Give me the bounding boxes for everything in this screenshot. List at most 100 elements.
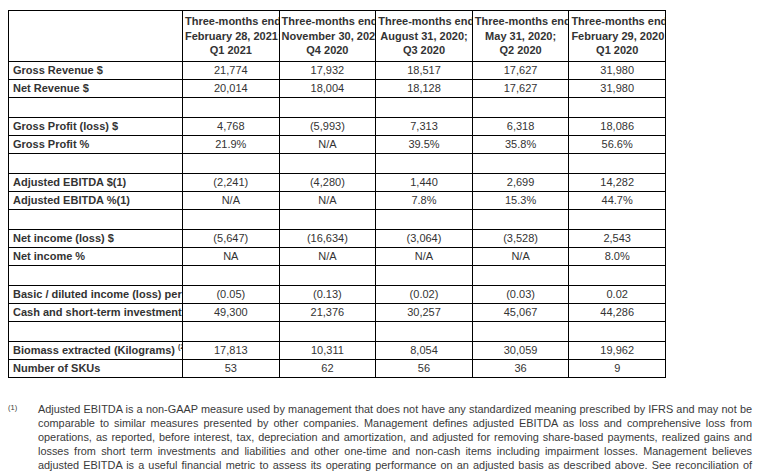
footnote-ref: (2) xyxy=(178,343,182,350)
spacer-row xyxy=(9,209,666,229)
value-cell: 30,059 xyxy=(472,341,569,359)
row-label-cell: Cash and short-term investments $ xyxy=(9,303,183,321)
row-label-cell: Number of SKUs xyxy=(9,359,183,377)
row-label-cell: Net income % xyxy=(9,247,183,265)
value-cell xyxy=(569,321,666,341)
value-cell: N/A xyxy=(279,247,376,265)
value-cell: 17,627 xyxy=(472,79,569,97)
row-label-cell: Gross Profit (loss) $ xyxy=(9,117,183,135)
column-header-line: Q1 2021 xyxy=(185,43,277,58)
value-cell: 20,014 xyxy=(183,79,280,97)
column-header-line: Three-months ended xyxy=(282,14,374,29)
table-row: Gross Profit (loss) $4,768(5,993)7,3136,… xyxy=(9,117,666,135)
table-header: Three-months endedFebruary 28, 2021;Q1 2… xyxy=(9,11,666,62)
value-cell xyxy=(183,209,280,229)
value-cell: 1,440 xyxy=(376,173,473,191)
value-cell: 8,054 xyxy=(376,341,473,359)
value-cell xyxy=(472,97,569,117)
column-header: Three-months endedFebruary 29, 2020;Q1 2… xyxy=(569,11,666,62)
value-cell: 17,932 xyxy=(279,61,376,79)
table-row: Adjusted EBITDA %(1)N/AN/A7.8%15.3%44.7% xyxy=(9,191,666,209)
value-cell: (3,064) xyxy=(376,229,473,247)
column-header: Three-months endedAugust 31, 2020;Q3 202… xyxy=(376,11,473,62)
column-header-line: Q4 2020 xyxy=(282,43,374,58)
value-cell: (4,280) xyxy=(279,173,376,191)
value-cell: 15.3% xyxy=(472,191,569,209)
column-header: Three-months endedMay 31, 2020;Q2 2020 xyxy=(472,11,569,62)
row-label-cell: Net Revenue $ xyxy=(9,79,183,97)
value-cell: 45,067 xyxy=(472,303,569,321)
value-cell xyxy=(279,321,376,341)
value-cell: 21,774 xyxy=(183,61,280,79)
table-row: Net Revenue $20,01418,00418,12817,62731,… xyxy=(9,79,666,97)
table-body: Gross Revenue $21,77417,93218,51717,6273… xyxy=(9,61,666,377)
table-row: Net income %NAN/AN/AN/A8.0% xyxy=(9,247,666,265)
value-cell xyxy=(376,153,473,173)
value-cell xyxy=(376,265,473,285)
column-header-line: Q1 2020 xyxy=(571,43,663,58)
value-cell: 4,768 xyxy=(183,117,280,135)
row-label: Adjusted EBITDA %(1) xyxy=(13,194,130,206)
value-cell xyxy=(569,97,666,117)
financial-summary-page: Three-months endedFebruary 28, 2021;Q1 2… xyxy=(0,0,760,471)
value-cell: 6,318 xyxy=(472,117,569,135)
row-label-cell xyxy=(9,209,183,229)
row-label: Cash and short-term investments $ xyxy=(13,306,183,318)
value-cell: 9 xyxy=(569,359,666,377)
column-header: Three-months endedNovember 30, 2020;Q4 2… xyxy=(279,11,376,62)
spacer-row xyxy=(9,321,666,341)
row-label-cell xyxy=(9,265,183,285)
value-cell: 18,086 xyxy=(569,117,666,135)
row-label: Net income (loss) $ xyxy=(13,232,114,244)
value-cell: N/A xyxy=(279,191,376,209)
row-label: Net Revenue $ xyxy=(13,82,89,94)
value-cell: 7,313 xyxy=(376,117,473,135)
row-label: Biomass extracted (Kilograms) xyxy=(13,344,175,356)
value-cell xyxy=(279,209,376,229)
spacer-row xyxy=(9,265,666,285)
value-cell: 62 xyxy=(279,359,376,377)
value-cell xyxy=(472,321,569,341)
value-cell: (3,528) xyxy=(472,229,569,247)
row-label-cell xyxy=(9,97,183,117)
row-label-cell xyxy=(9,321,183,341)
value-cell xyxy=(472,209,569,229)
value-cell: 49,300 xyxy=(183,303,280,321)
row-label-cell: Adjusted EBITDA %(1) xyxy=(9,191,183,209)
table-row: Net income (loss) $(5,647)(16,634)(3,064… xyxy=(9,229,666,247)
value-cell: 0.02 xyxy=(569,285,666,303)
value-cell: (5,993) xyxy=(279,117,376,135)
value-cell xyxy=(279,265,376,285)
row-label: Gross Profit % xyxy=(13,138,89,150)
row-label-cell xyxy=(9,153,183,173)
value-cell: 18,004 xyxy=(279,79,376,97)
value-cell xyxy=(376,209,473,229)
value-cell: 35.8% xyxy=(472,135,569,153)
row-label-cell: Basic / diluted income (loss) per share … xyxy=(9,285,183,303)
value-cell: (0.03) xyxy=(472,285,569,303)
value-cell: 2,699 xyxy=(472,173,569,191)
value-cell: (5,647) xyxy=(183,229,280,247)
value-cell: 56.6% xyxy=(569,135,666,153)
value-cell xyxy=(569,209,666,229)
column-header-line: Three-months ended xyxy=(185,14,277,29)
value-cell: 17,813 xyxy=(183,341,280,359)
row-label: Adjusted EBITDA $(1) xyxy=(13,176,126,188)
column-header-line: May 31, 2020; xyxy=(475,29,567,44)
row-label-cell: Gross Profit % xyxy=(9,135,183,153)
value-cell: 2,543 xyxy=(569,229,666,247)
footnotes-section: (1)Adjusted EBITDA is a non-GAAP measure… xyxy=(8,402,752,471)
value-cell: 8.0% xyxy=(569,247,666,265)
row-label: Number of SKUs xyxy=(13,362,100,374)
table-row: Basic / diluted income (loss) per share … xyxy=(9,285,666,303)
column-header-line: Three-months ended xyxy=(475,14,567,29)
footnote-marker: (1) xyxy=(8,402,38,412)
value-cell: 30,257 xyxy=(376,303,473,321)
row-label: Gross Revenue $ xyxy=(13,64,103,76)
value-cell: 21.9% xyxy=(183,135,280,153)
value-cell xyxy=(569,153,666,173)
value-cell: 36 xyxy=(472,359,569,377)
value-cell xyxy=(279,97,376,117)
value-cell: N/A xyxy=(472,247,569,265)
value-cell xyxy=(183,153,280,173)
